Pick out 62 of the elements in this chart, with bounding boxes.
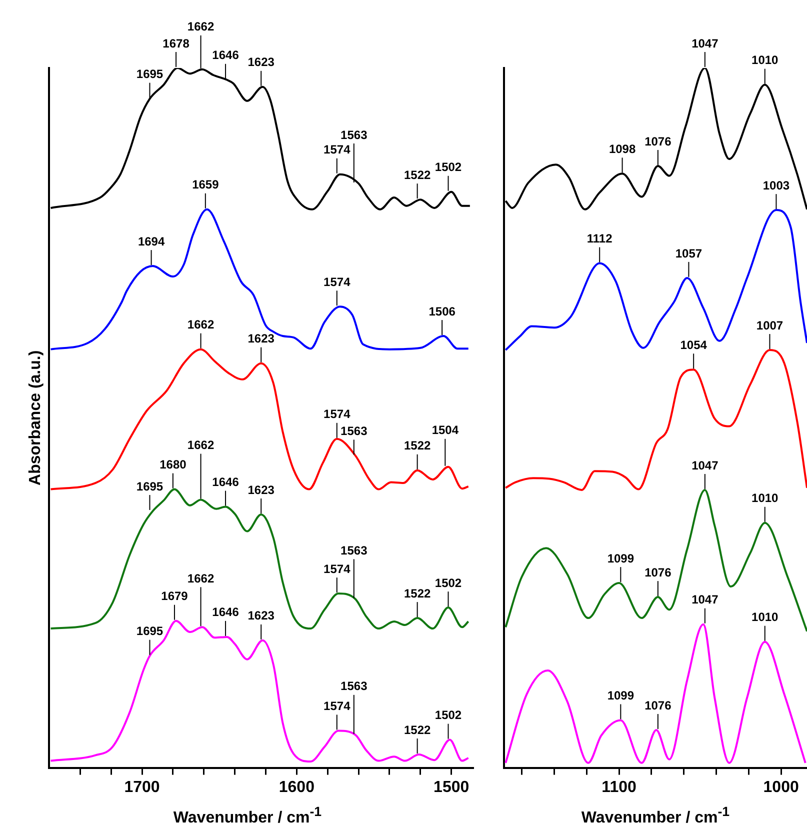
annotation: 1680 [160,458,187,472]
annotation: 1047 [692,592,719,607]
annotation: 1574 [324,142,351,157]
annotation: 1563 [340,679,368,694]
annotation: 1662 [187,318,214,332]
annotation: 1574 [324,699,351,714]
x-tick-label: 1600 [278,778,315,796]
annotation: 1563 [340,543,368,558]
annotation: 1502 [434,160,462,174]
annotation: 1623 [248,332,275,346]
annotation: 1504 [432,423,459,438]
annotation: 1099 [607,551,634,566]
annotation: 1662 [187,20,214,34]
annotation: 1574 [324,562,351,576]
annotation: 1522 [404,168,431,182]
annotation: 1679 [161,589,188,604]
annotation: 1646 [212,605,240,620]
annotation: 1623 [248,608,275,623]
annotation: 1076 [644,565,672,580]
annotation: 1099 [607,688,634,703]
annotation: 1007 [756,318,784,332]
annotation: 1057 [675,246,702,260]
x-axis-title: Wavenumber / cm$^{-1}$ [580,804,731,828]
x-tick-label: 1100 [602,778,636,796]
annotation: 1522 [404,722,431,737]
annotation: 1003 [762,178,790,192]
annotation: 1010 [752,53,779,68]
annotation: 1112 [586,232,613,246]
annotation: 1563 [340,128,368,142]
annotation: 1678 [162,36,190,50]
annotation: 1047 [692,36,719,50]
annotation: 1695 [136,67,164,82]
annotation: 1659 [192,178,220,192]
annotation: 1522 [404,438,431,453]
x-tick-label: 1700 [124,778,160,796]
annotation: 1506 [428,304,456,318]
annotation: 1623 [248,55,275,70]
annotation: 1054 [680,338,708,352]
annotation: 1662 [187,438,214,452]
annotation: 1646 [212,475,240,490]
x-tick-label: 1500 [434,778,470,796]
annotation: 1522 [404,586,431,600]
annotation: 1098 [608,142,636,156]
annotation: 1623 [248,482,275,497]
annotation: 1076 [644,134,672,148]
annotation: 1563 [340,424,368,438]
annotation: 1646 [212,48,240,62]
annotation: 1502 [434,708,462,722]
annotation: 1502 [434,576,462,590]
annotation: 1695 [136,624,164,638]
annotation: 1574 [324,407,351,422]
annotation: 1010 [752,610,779,624]
y-axis-title: Absorbance (a.u.) [27,350,44,486]
annotation: 1694 [138,234,165,248]
annotation: 1076 [644,698,672,712]
x-tick-label: 1000 [763,778,799,796]
annotation: 1047 [692,458,719,472]
annotation: 1662 [187,571,214,586]
annotation: 1574 [324,274,351,289]
annotation: 1010 [752,491,779,506]
annotation: 1695 [136,479,164,494]
x-axis-title: Wavenumber / cm$^{-1}$ [172,804,323,828]
